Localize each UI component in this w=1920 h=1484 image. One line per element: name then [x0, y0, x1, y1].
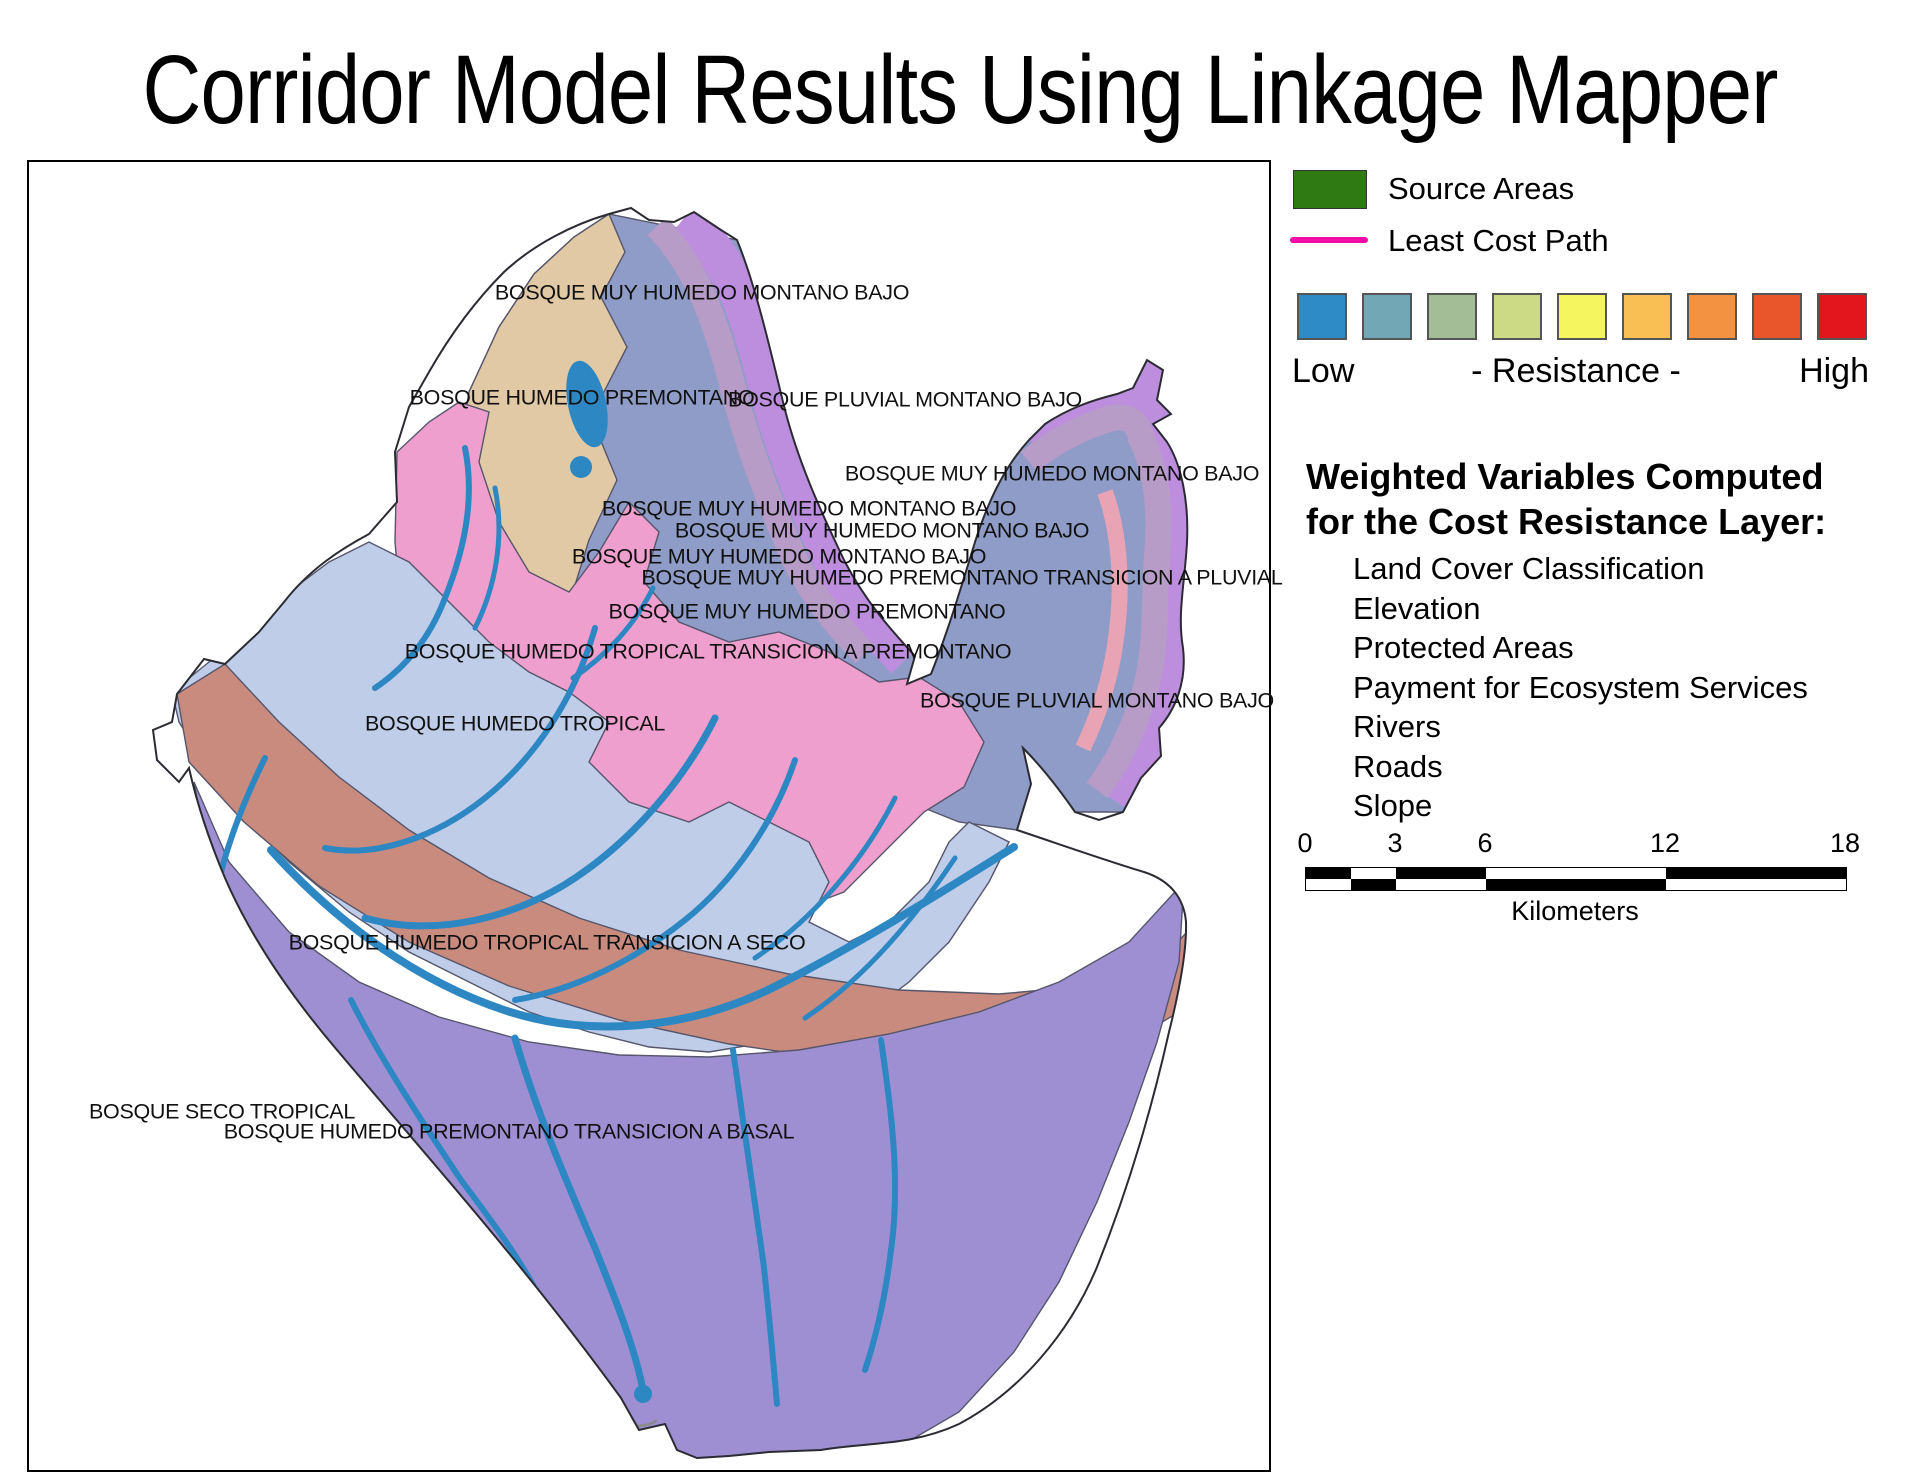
zone-band-mauve-north [647, 216, 875, 664]
zone-band-rose-ne [1075, 489, 1128, 752]
zone-band-pluvial-ne [1021, 339, 1188, 818]
map-svg [151, 206, 1189, 1460]
scale-bar-tick-label: 12 [1649, 828, 1681, 858]
map-zone-label: BOSQUE MUY HUMEDO MONTANO BAJO [674, 518, 1090, 543]
scale-bar-tick-label: 6 [1477, 828, 1493, 858]
resistance-ramp-swatch-3 [1427, 293, 1477, 340]
source-areas-swatch [1293, 170, 1367, 209]
weighted-variable-item: Slope [1353, 788, 1433, 823]
weighted-variables-list: Land Cover Classification Elevation Protec… [1353, 549, 1808, 826]
map-zone-label: BOSQUE MUY HUMEDO MONTANO BAJO [571, 544, 987, 569]
source-areas-label: Source Areas [1388, 171, 1575, 206]
map-zone-label: BOSQUE HUMEDO TROPICAL TRANSICION A PREM… [404, 639, 1012, 664]
lake [634, 1385, 652, 1403]
region-outline [151, 206, 1189, 1460]
scale-bar-unit-label: Kilometers [1511, 896, 1639, 926]
map-zone-label: BOSQUE MUY HUMEDO MONTANO BAJO [844, 461, 1260, 486]
lake [567, 1427, 581, 1441]
weighted-variable-item: Payment for Ecosystem Services [1353, 669, 1808, 705]
map-frame: BOSQUE MUY HUMEDO MONTANO BAJO BOSQUE HUM… [27, 160, 1283, 1472]
least-cost-path-line [1290, 237, 1368, 243]
map-zones [163, 208, 1188, 1458]
weighted-variable-item: Protected Areas [1353, 630, 1574, 665]
weighted-variable-item: Elevation [1353, 590, 1481, 626]
lake [570, 456, 592, 478]
map-zone-label: BOSQUE MUY HUMEDO MONTANO BAJO [494, 280, 910, 305]
resistance-low-label: Low [1292, 352, 1355, 390]
scale-bar-tick-label: 18 [1829, 828, 1861, 858]
scale-bar-tick-label: 3 [1387, 828, 1403, 858]
weighted-variables-heading-line1: Weighted Variables Computed [1306, 456, 1824, 497]
resistance-ramp-swatch-1 [1297, 293, 1347, 340]
map-zone-label: BOSQUE HUMEDO PREMONTANO TRANSICION A BA… [223, 1119, 795, 1144]
resistance-ramp-swatch-5 [1557, 293, 1607, 340]
resistance-ramp-swatch-2 [1362, 293, 1412, 340]
map-zone-label: BOSQUE HUMEDO PREMONTANO [409, 385, 755, 410]
lake [566, 360, 608, 448]
map-zone-label: BOSQUE HUMEDO TROPICAL TRANSICION A SECO [288, 930, 806, 955]
resistance-ramp-swatch-7 [1687, 293, 1737, 340]
lake [223, 936, 255, 968]
weighted-variable-item: Land Cover Classification [1353, 551, 1705, 586]
zone-band-mauve-ne [1020, 404, 1172, 798]
map-zone-label: BOSQUE SECO TROPICAL [88, 1099, 356, 1124]
map-zone-label: BOSQUE HUMEDO TROPICAL [364, 711, 666, 736]
map-zone-label: BOSQUE PLUVIAL MONTANO BAJO [728, 387, 1082, 412]
map-zone-label: BOSQUE MUY HUMEDO PREMONTANO [608, 599, 1006, 624]
weighted-variable-item: Rivers [1353, 709, 1441, 744]
weighted-variables-heading-line2: for the Cost Resistance Layer: [1306, 501, 1827, 542]
resistance-high-label: High [1799, 352, 1869, 390]
resistance-ramp-swatch-8 [1752, 293, 1802, 340]
resistance-ramp [1297, 293, 1867, 340]
map-zone-label: BOSQUE MUY HUMEDO MONTANO BAJO [601, 496, 1017, 521]
scale-bar-tick-label: 0 [1297, 828, 1313, 858]
map-zone-label: BOSQUE MUY HUMEDO PREMONTANO TRANSICION … [641, 565, 1283, 590]
weighted-variable-item: Roads [1353, 748, 1443, 784]
scale-bar [1305, 867, 1847, 891]
zone-band-pluvial-montano-bajo [671, 208, 919, 674]
resistance-ramp-swatch-4 [1492, 293, 1542, 340]
resistance-ramp-swatch-9 [1817, 293, 1867, 340]
least-cost-path-label: Least Cost Path [1388, 223, 1609, 258]
page-title: Corridor Model Results Using Linkage Map… [142, 35, 1779, 144]
resistance-ramp-swatch-6 [1622, 293, 1672, 340]
map-zone-label: BOSQUE PLUVIAL MONTANO BAJO [920, 688, 1274, 713]
resistance-mid-label: - Resistance - [1471, 352, 1681, 390]
